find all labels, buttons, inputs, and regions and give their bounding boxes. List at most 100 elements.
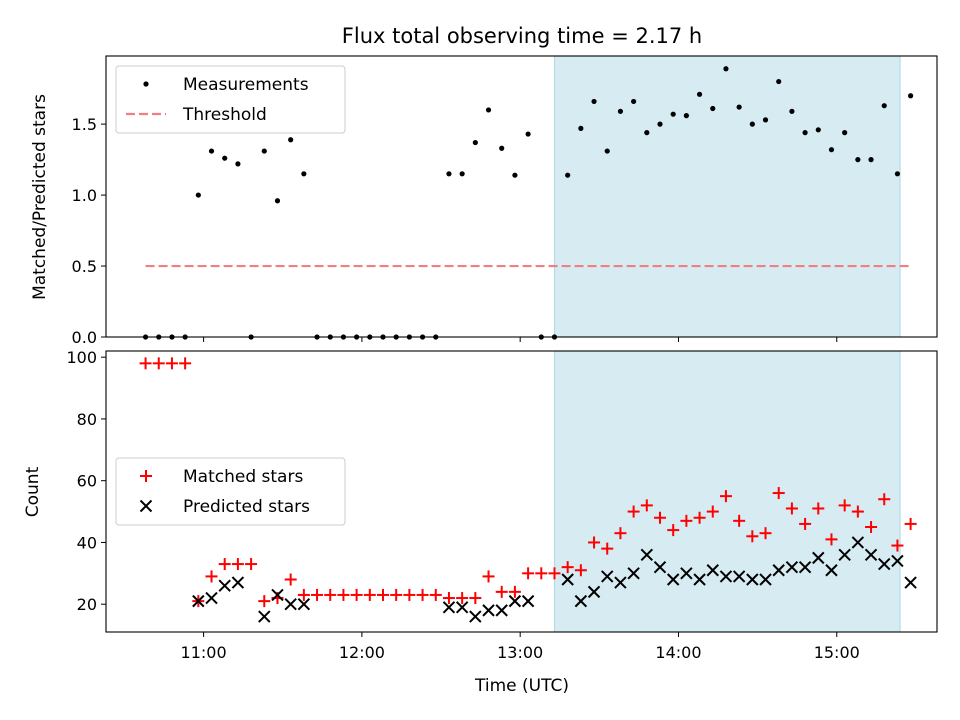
- measurement-point: [881, 103, 887, 109]
- measurement-point: [565, 172, 571, 178]
- matched-star-point: [535, 567, 548, 580]
- measurement-point: [644, 130, 650, 136]
- measurement-point: [736, 104, 742, 110]
- predicted-star-point: [759, 573, 772, 586]
- x-tick-label: 11:00: [181, 643, 227, 662]
- measurement-point: [499, 145, 505, 151]
- matched-star-point: [891, 539, 904, 552]
- predicted-star-point: [218, 579, 231, 592]
- measurement-point: [868, 157, 874, 163]
- predicted-star-point: [891, 554, 904, 568]
- predicted-star-point: [192, 594, 205, 608]
- matched-star-point: [390, 588, 403, 601]
- measurement-point: [828, 147, 835, 153]
- matched-star-point: [363, 588, 376, 601]
- y-tick-label: 60: [77, 472, 97, 491]
- matched-star-point: [627, 505, 640, 518]
- measurement-point: [208, 148, 215, 154]
- matched-star-point: [297, 588, 310, 601]
- matched-star-point: [152, 357, 165, 370]
- matched-star-point: [245, 558, 258, 571]
- predicted-star-point: [258, 610, 271, 623]
- axes-frame: [105, 55, 938, 338]
- measurement-point: [446, 171, 452, 177]
- measurement-point: [261, 148, 267, 154]
- predicted-star-point: [482, 604, 495, 617]
- predicted-star-point: [825, 564, 838, 577]
- measurement-point: [195, 192, 201, 198]
- matched-star-point: [865, 521, 878, 534]
- measurement-point: [723, 66, 729, 72]
- predicted-star-point: [521, 594, 535, 608]
- matched-star-point: [403, 588, 416, 601]
- predicted-star-point: [231, 576, 245, 589]
- measurement-point: [301, 171, 307, 177]
- matched-star-point: [799, 517, 812, 530]
- matched-star-point: [904, 517, 917, 530]
- measurement-point: [617, 108, 624, 114]
- y-tick-label: 0.0: [72, 328, 97, 347]
- matched-star-point: [812, 502, 825, 515]
- matched-star-point: [324, 588, 337, 601]
- measurement-point: [776, 78, 782, 85]
- predicted-star-point: [693, 573, 706, 586]
- matched-star-point: [838, 499, 851, 512]
- predicted-star-point: [812, 551, 825, 565]
- matched-star-point: [311, 588, 324, 601]
- measurement-point: [274, 198, 281, 204]
- matched-star-point: [179, 357, 192, 370]
- matched-star-point: [284, 573, 297, 586]
- matched-star-point: [416, 588, 429, 601]
- legend-label: Matched stars: [183, 467, 303, 487]
- measurement-point: [670, 111, 676, 117]
- matched-star-point: [561, 561, 574, 574]
- measurement-point: [485, 107, 492, 113]
- predicted-star-point: [627, 567, 640, 580]
- measurement-point: [842, 130, 848, 136]
- matched-star-point: [442, 592, 455, 605]
- predicted-star-point: [495, 604, 508, 617]
- ratio-panel: 0.0 0.5 1.0 1.5 Measurements Threshold: [72, 55, 938, 347]
- matched-star-point: [719, 490, 732, 503]
- y-tick-label: 100: [66, 348, 97, 367]
- y-tick-label: 0.5: [72, 257, 97, 276]
- matched-star-point: [350, 588, 363, 601]
- matched-star-point: [429, 588, 442, 601]
- measurement-point: [288, 137, 294, 143]
- count-panel: 20 40 60 80 100 11:00 12:00 13:00 14:00 15:00 Matc…: [66, 348, 938, 662]
- axes-frame: [105, 350, 938, 633]
- matched-star-point: [482, 570, 495, 583]
- matched-star-point: [614, 527, 627, 540]
- predicted-star-point: [851, 536, 865, 549]
- matched-star-point: [522, 567, 535, 580]
- matched-star-point: [456, 592, 469, 605]
- predicted-star-point: [719, 570, 733, 583]
- measurement-point: [710, 105, 716, 112]
- predicted-star-point: [297, 598, 311, 611]
- matched-star-point: [218, 558, 231, 571]
- matched-star-point: [495, 585, 508, 598]
- matched-star-point: [667, 524, 680, 537]
- measurement-point: [591, 98, 597, 105]
- matched-star-point: [746, 530, 759, 543]
- matched-star-point: [640, 499, 653, 512]
- predicted-star-point: [442, 601, 456, 614]
- measurement-point: [222, 155, 228, 161]
- predicted-star-point: [666, 573, 680, 586]
- measurement-point: [525, 131, 531, 137]
- measurement-point: [631, 98, 637, 105]
- matched-star-point: [205, 570, 218, 583]
- predicted-star-point: [904, 576, 917, 589]
- measurement-point: [749, 121, 755, 127]
- matched-star-point: [785, 502, 798, 515]
- matched-star-point: [878, 493, 891, 506]
- predicted-star-point: [864, 548, 878, 562]
- measurement-point: [696, 91, 703, 97]
- legend-box: [115, 65, 346, 134]
- matched-star-point: [772, 487, 785, 500]
- predicted-star-point: [706, 564, 719, 577]
- matched-star-point: [601, 542, 614, 555]
- measurement-point: [802, 130, 808, 136]
- matched-star-point: [258, 595, 271, 608]
